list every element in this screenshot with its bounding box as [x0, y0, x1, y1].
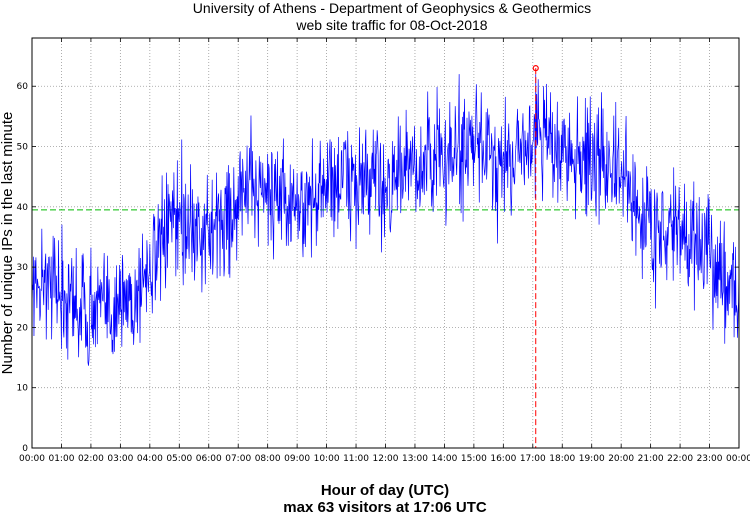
x-tick-label: 02:00: [78, 454, 104, 464]
chart-subtitle: web site traffic for 08-Oct-2018: [295, 17, 487, 33]
x-tick-label: 08:00: [255, 454, 281, 464]
y-tick-label: 0: [22, 444, 28, 454]
x-tick-label: 23:00: [697, 454, 723, 464]
x-tick-label: 06:00: [196, 454, 222, 464]
x-tick-label: 03:00: [107, 454, 133, 464]
x-tick-label: 05:00: [166, 454, 192, 464]
y-axis-label: Number of unique IPs in the last minute: [0, 112, 16, 375]
x-tick-label: 11:00: [343, 454, 369, 464]
x-tick-label: 00:00: [19, 454, 45, 464]
y-tick-label: 50: [17, 143, 29, 153]
x-tick-label: 20:00: [608, 454, 634, 464]
x-tick-label: 15:00: [461, 454, 487, 464]
series-line: [31, 74, 740, 366]
x-tick-label: 04:00: [137, 454, 163, 464]
grid: [32, 38, 739, 448]
y-tick-label: 10: [17, 384, 29, 394]
x-tick-label: 01:00: [48, 454, 74, 464]
x-tick-label: 19:00: [579, 454, 605, 464]
x-tick-label: 00:00: [726, 454, 750, 464]
x-tick-label: 14:00: [431, 454, 457, 464]
y-tick-label: 20: [17, 323, 29, 333]
y-tick-label: 60: [17, 82, 29, 92]
y-tick-label: 40: [17, 203, 29, 213]
x-tick-label: 22:00: [667, 454, 693, 464]
y-tick-label: 30: [17, 263, 29, 273]
x-tick-label: 21:00: [638, 454, 664, 464]
x-tick-label: 12:00: [373, 454, 399, 464]
x-axis-label: Hour of day (UTC): [321, 482, 449, 499]
x-tick-label: 10:00: [314, 454, 340, 464]
x-tick-label: 13:00: [402, 454, 428, 464]
max-visitors-note: max 63 visitors at 17:06 UTC: [283, 499, 487, 515]
x-tick-label: 16:00: [490, 454, 516, 464]
x-tick-label: 09:00: [284, 454, 310, 464]
chart-title: University of Athens - Department of Geo…: [193, 0, 591, 16]
max-point: [532, 65, 539, 72]
x-tick-label: 18:00: [549, 454, 575, 464]
x-tick-label: 07:00: [225, 454, 251, 464]
x-tick-label: 17:00: [520, 454, 546, 464]
